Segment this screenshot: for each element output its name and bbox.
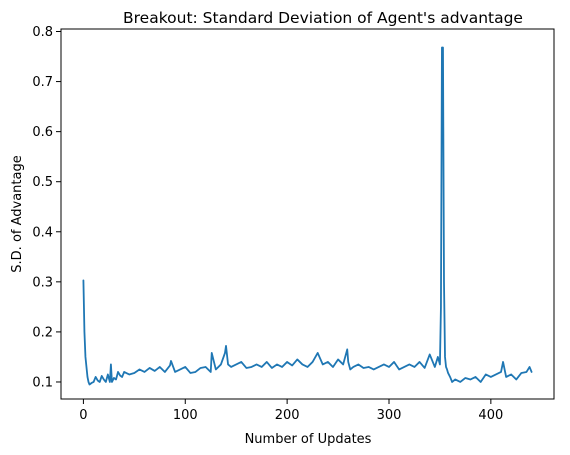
x-tick-label: 100 (173, 408, 198, 423)
chart-title: Breakout: Standard Deviation of Agent's … (123, 9, 523, 27)
y-tick-label: 0.3 (32, 275, 53, 290)
plot-area (82, 46, 533, 386)
y-tick-label: 0.2 (32, 325, 53, 340)
y-tick-label: 0.7 (32, 75, 53, 90)
x-axis-label: Number of Updates (245, 432, 372, 447)
x-tick-label: 300 (377, 408, 402, 423)
x-tick-label: 200 (275, 408, 300, 423)
x-axis: 0 100 200 300 400 (79, 399, 503, 423)
y-tick-label: 0.1 (32, 375, 53, 390)
y-tick-label: 0.4 (32, 225, 53, 240)
y-axis-label: S.D. of Advantage (10, 155, 25, 272)
x-tick-label: 0 (79, 408, 87, 423)
series-line (82, 46, 533, 386)
y-tick-label: 0.6 (32, 125, 53, 140)
x-tick-label: 400 (478, 408, 503, 423)
y-axis: 0.1 0.2 0.3 0.4 0.5 0.6 0.7 0.8 (32, 25, 61, 390)
y-tick-label: 0.8 (32, 25, 53, 40)
axes-frame (60, 28, 555, 400)
y-tick-label: 0.5 (32, 175, 53, 190)
